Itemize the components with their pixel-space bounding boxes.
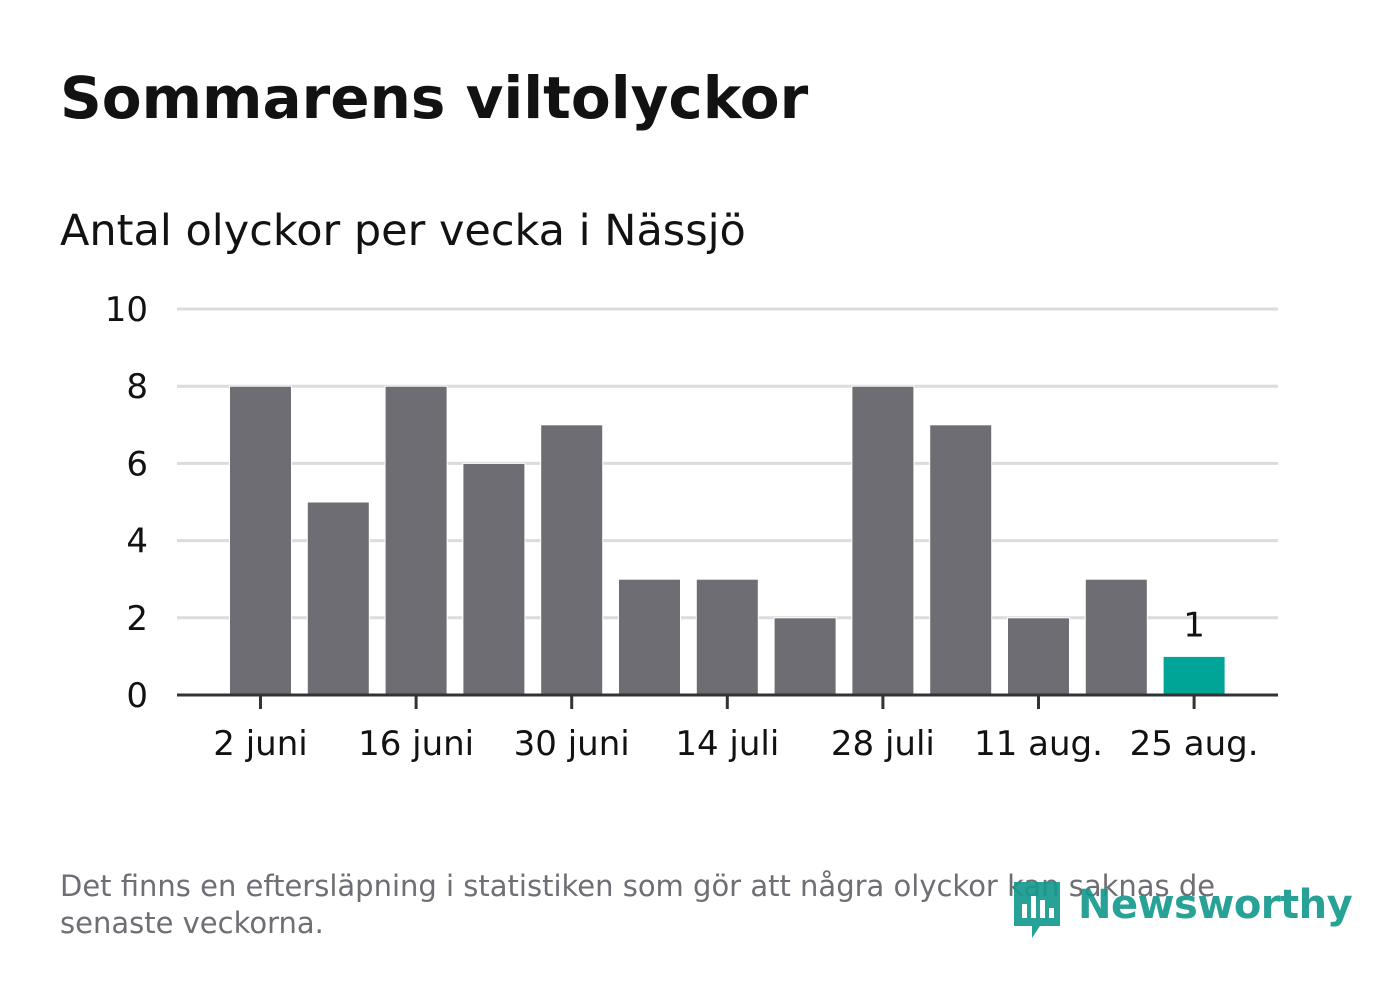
bar-23-juni xyxy=(462,462,526,696)
x-tick-label: 30 juni xyxy=(514,724,630,764)
y-tick-label: 4 xyxy=(126,522,148,562)
chart-title: Sommarens viltolyckor xyxy=(60,64,809,132)
bar-9-juni xyxy=(306,501,370,696)
bar-11-aug xyxy=(1007,617,1070,696)
bar-30-juni xyxy=(540,424,604,696)
x-tick-label: 14 juli xyxy=(675,724,779,764)
x-tick-label: 11 aug. xyxy=(974,724,1103,764)
bar-14-juli xyxy=(695,578,759,696)
bar-25-aug xyxy=(1162,655,1226,696)
bar-chart: 0 2 4 6 8 10 2 juni 16 juni 30 juni 14 juli 28 ju… xyxy=(105,290,1278,764)
bars xyxy=(229,385,1226,696)
x-tick-label: 28 juli xyxy=(831,724,935,764)
bar-2-juni xyxy=(229,385,292,696)
bar-28-juli xyxy=(851,385,915,696)
y-tick-label: 2 xyxy=(126,599,148,639)
y-tick-label: 6 xyxy=(126,444,148,484)
x-tick-label: 25 aug. xyxy=(1130,724,1259,764)
y-tick-label: 0 xyxy=(126,676,148,716)
newsworthy-logo: Newsworthy xyxy=(1010,878,1353,942)
bar-4-aug xyxy=(929,424,993,696)
highlight-value-label: 1 xyxy=(1183,605,1205,645)
data-labels: 1 xyxy=(1183,605,1205,645)
x-tick-label: 16 juni xyxy=(358,724,474,764)
bar-7-juli xyxy=(618,578,681,696)
logo-text: Newsworthy xyxy=(1078,882,1353,928)
chart-subtitle: Antal olyckor per vecka i Nässjö xyxy=(60,206,746,256)
bar-18-aug xyxy=(1084,578,1148,696)
bar-16-juni xyxy=(384,385,448,696)
x-tick-label: 2 juni xyxy=(213,724,307,764)
bar-21-juli xyxy=(773,617,837,696)
x-axis xyxy=(177,693,1278,709)
y-tick-label: 10 xyxy=(105,290,148,330)
y-tick-label: 8 xyxy=(126,367,148,407)
y-axis-tick-labels: 0 2 4 6 8 10 xyxy=(105,290,148,716)
chart-speech-bubble-icon xyxy=(1014,882,1060,938)
x-axis-tick-labels: 2 juni 16 juni 30 juni 14 juli 28 juli 11 aug… xyxy=(213,724,1258,764)
